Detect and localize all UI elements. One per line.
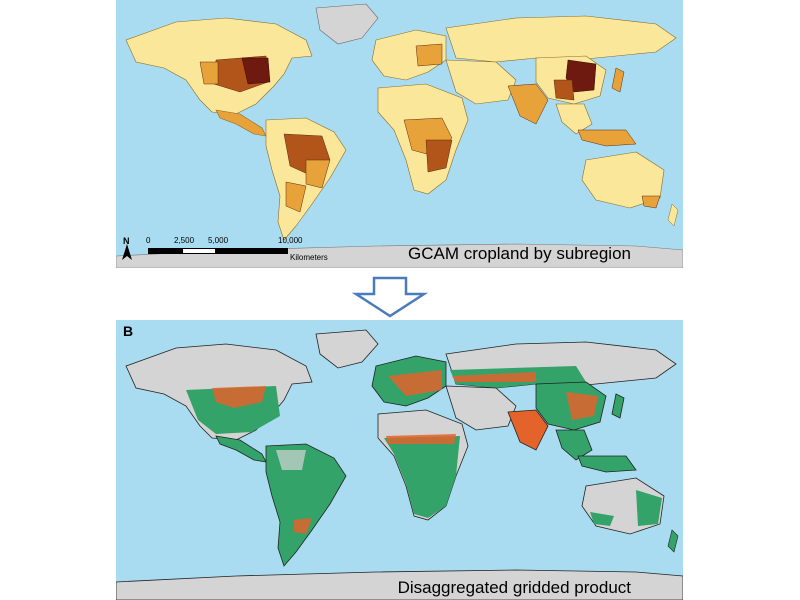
world-map-subregions xyxy=(116,3,683,268)
north-label: N xyxy=(123,236,130,246)
map-disaggregated-grid: B Disaggregated gridded product xyxy=(116,320,683,600)
world-map-gridded xyxy=(116,329,683,600)
scale-bar: 0 2,500 5,000 10,000 Kilometers xyxy=(146,236,386,262)
scale-label-2500: 2,500 xyxy=(174,236,195,245)
map-gcam-cropland: N 0 2,500 5,000 10,000 Kilometers GCAM c… xyxy=(116,0,683,268)
scale-unit: Kilometers xyxy=(290,253,328,262)
scale-label-10000: 10,000 xyxy=(278,236,303,245)
caption-disaggregated-grid: Disaggregated gridded product xyxy=(397,578,631,597)
down-arrow-icon xyxy=(350,276,430,318)
north-arrow-icon: N xyxy=(120,236,134,262)
panel-letter-b: B xyxy=(123,323,134,339)
scale-label-0: 0 xyxy=(146,236,151,245)
caption-gcam-cropland: GCAM cropland by subregion xyxy=(407,244,631,263)
scale-label-5000: 5,000 xyxy=(208,236,229,245)
